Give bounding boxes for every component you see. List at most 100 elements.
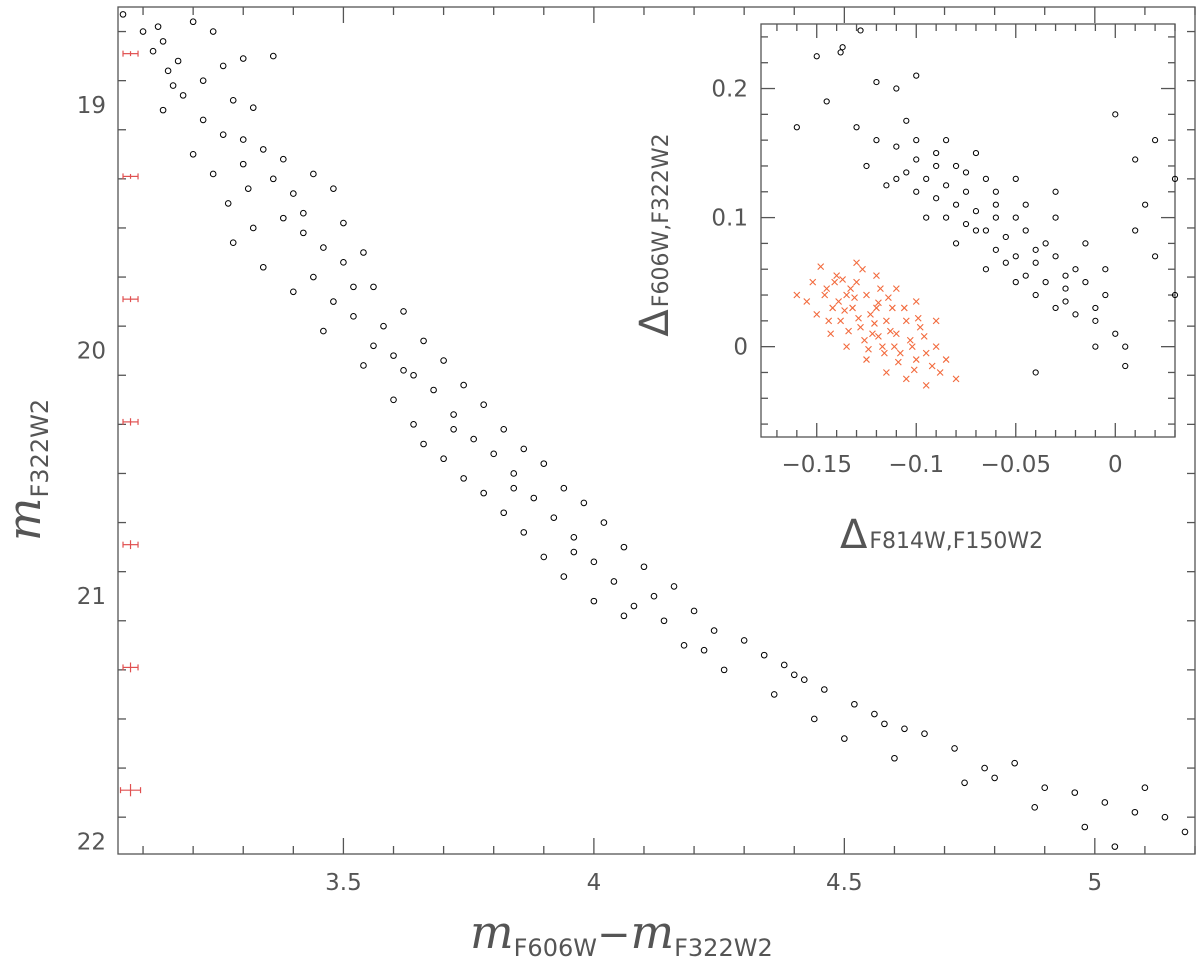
main-point [500, 425, 508, 433]
inset-point-black [913, 188, 920, 195]
inset-point-orange [902, 375, 910, 383]
inset-point-orange [833, 272, 841, 280]
main-point [169, 82, 177, 89]
inset-point-black [857, 27, 864, 34]
x-label-sub1: F606W [514, 934, 597, 958]
inset-point-black [1032, 246, 1039, 253]
inset-point-orange [888, 304, 896, 312]
inset-x-tick-labels: −0.15 −0.1 −0.05 0 [781, 452, 1122, 478]
inset-point-black [933, 162, 940, 170]
inset-y-tick-label: 0 [733, 335, 748, 361]
main-point [269, 52, 277, 60]
inset-point-orange [881, 349, 888, 357]
main-error-bar [122, 540, 139, 550]
inset-point-orange [920, 332, 928, 340]
inset-point-black [933, 195, 940, 202]
inset-point-orange [803, 298, 811, 305]
inset-point-orange [857, 323, 864, 331]
inset-point-orange [942, 356, 950, 363]
main-y-axis-label: mF322W2 [0, 399, 54, 541]
inset-point-orange [886, 327, 894, 335]
main-point [229, 239, 237, 246]
inset-point-black [1052, 253, 1059, 260]
main-point [480, 489, 487, 497]
main-point [570, 548, 578, 556]
main-point [490, 450, 497, 458]
inset-point-orange [849, 304, 856, 312]
main-point [520, 445, 528, 453]
inset-point-black [1092, 343, 1099, 350]
inset-point-orange [892, 285, 900, 292]
main-point [244, 185, 252, 192]
inset-point-black [873, 78, 880, 86]
inset-point-orange [883, 317, 890, 325]
main-point [300, 229, 307, 237]
inset-point-black [992, 188, 999, 195]
inset-point-black [1171, 175, 1179, 182]
main-point [420, 440, 427, 448]
main-point [259, 146, 267, 153]
inset-point-orange [845, 327, 852, 335]
inset-point-black [793, 124, 800, 131]
inset-point-black [1022, 227, 1029, 234]
main-point [450, 411, 457, 418]
main-point [340, 259, 347, 266]
main-point [690, 607, 698, 615]
main-point [700, 646, 708, 654]
main-point [380, 322, 387, 330]
main-point [239, 55, 247, 62]
main-x-tick-labels: 3.5 4 4.5 5 [325, 870, 1102, 896]
main-point [219, 131, 227, 138]
main-point [400, 367, 407, 374]
main-x-axis-label: mF606W−mF322W2 [470, 905, 773, 958]
main-x-tick-label: 4.5 [826, 870, 863, 896]
inset-point-orange [932, 317, 940, 325]
main-point [119, 11, 127, 18]
main-point [410, 421, 417, 428]
inset-point-orange [906, 336, 914, 344]
inset-point-orange [952, 375, 960, 383]
main-point [460, 475, 467, 482]
main-point [640, 563, 648, 571]
inset-point-black [913, 72, 920, 79]
inset-point-black [1082, 240, 1089, 247]
inset-point-black [837, 49, 844, 56]
main-point [981, 764, 988, 772]
main-point [1011, 759, 1018, 767]
main-point [280, 214, 287, 222]
inset-point-orange [894, 358, 902, 366]
inset-point-black [933, 149, 940, 157]
main-point [810, 715, 818, 723]
inset-point-orange [821, 291, 829, 299]
inset-point-orange [896, 349, 904, 357]
inset-point-black [1122, 362, 1129, 370]
inset-point-orange [914, 314, 922, 322]
inset-point-orange [793, 291, 801, 299]
inset-point-orange [922, 349, 930, 357]
inset-point-black [853, 124, 860, 131]
main-x-tick-label: 5 [1087, 870, 1102, 896]
main-point [199, 77, 207, 84]
inset-point-orange [863, 291, 870, 299]
inset-point-orange [873, 272, 880, 280]
main-error-bar [122, 173, 139, 180]
inset-point-black [923, 214, 930, 221]
inset-point-black [1171, 291, 1179, 299]
inset-point-black [1022, 201, 1029, 208]
inset-point-orange [875, 299, 882, 307]
inset-point-orange [863, 356, 870, 363]
main-point [154, 23, 162, 30]
main-point [851, 700, 858, 708]
main-point [420, 337, 427, 345]
inset-point-black [1042, 279, 1049, 286]
inset-point-orange [837, 317, 845, 325]
main-y-tick-labels: 19 20 21 22 [77, 93, 106, 856]
inset-point-black [962, 169, 970, 176]
inset-point-orange [843, 343, 850, 351]
main-x-tick-label: 4 [587, 870, 602, 896]
inset-point-orange [865, 345, 872, 353]
main-error-bar [119, 784, 142, 797]
main-point [580, 499, 588, 507]
inset-x-sub: F814W,F150W2 [869, 529, 1043, 554]
main-y-tick-label: 19 [77, 93, 106, 119]
